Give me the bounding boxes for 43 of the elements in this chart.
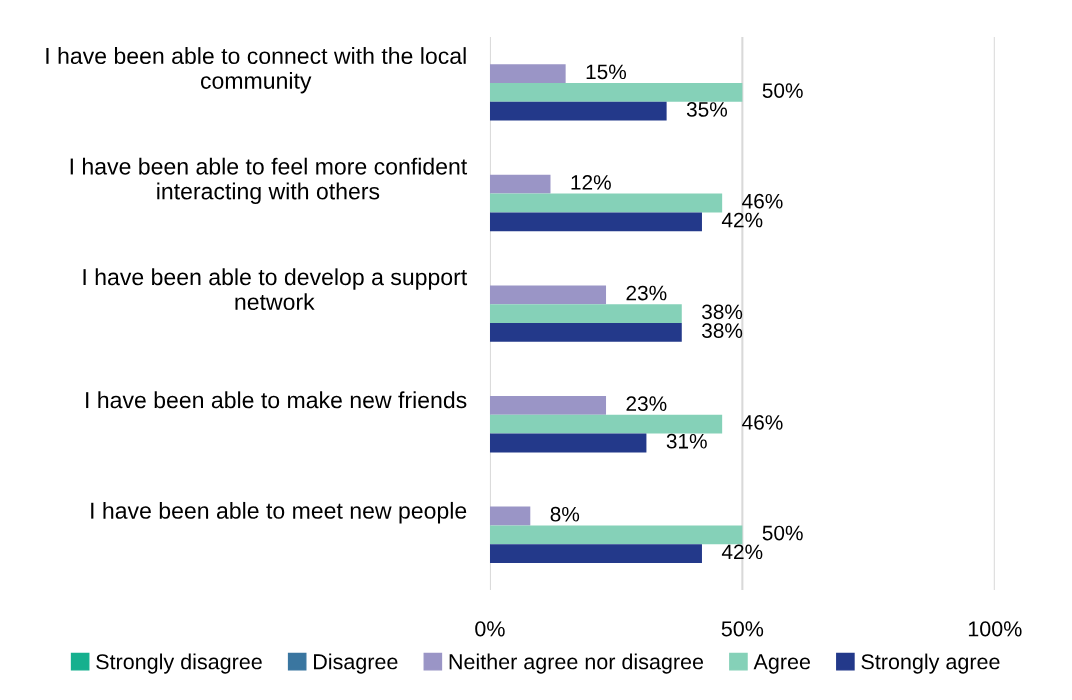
bar: [489, 101, 667, 121]
bar: [489, 506, 531, 526]
y-tick-label: I have been able to make new friends: [86, 391, 467, 409]
bar: [489, 414, 723, 434]
bar: [489, 285, 607, 305]
bar: [489, 323, 682, 342]
data-label: 50%: [762, 525, 803, 541]
legend-label: Agree: [753, 654, 810, 674]
y-tick-label: I have been able to connect with the local community: [46, 47, 466, 94]
bar: [489, 193, 723, 213]
data-label: 42%: [721, 544, 763, 560]
bar: [489, 544, 702, 563]
bar: [489, 174, 551, 194]
y-tick-label: I have been able to feel more confident interacting with others: [70, 157, 468, 205]
bar: [489, 304, 682, 323]
data-label: 38%: [702, 323, 743, 338]
x-tick-label: 0%: [475, 621, 505, 637]
data-label: 46%: [742, 193, 783, 209]
bar: [489, 212, 702, 232]
bar: [489, 64, 566, 83]
legend-label: Strongly agree: [861, 653, 1000, 674]
data-label: 12%: [571, 175, 611, 190]
bar: [489, 433, 647, 453]
legend-label: Strongly disagree: [96, 653, 262, 674]
x-tick-label: 100%: [968, 621, 1022, 637]
legend-label: Disagree: [314, 653, 398, 674]
y-tick-label: I have been able to meet new people: [91, 501, 467, 524]
legend-label: Neither agree nor disagree: [449, 653, 704, 674]
data-label: 38%: [702, 304, 743, 320]
bar: [489, 83, 743, 102]
data-label: 15%: [586, 64, 627, 80]
data-label: 31%: [666, 433, 707, 449]
bar: [489, 525, 743, 545]
data-label: 23%: [626, 285, 667, 301]
x-tick-label: 50%: [721, 621, 764, 637]
data-label: 8%: [550, 506, 580, 522]
data-label: 23%: [626, 396, 667, 411]
data-label: 42%: [721, 212, 763, 228]
y-tick-label: I have been able to develop a support network: [83, 268, 468, 311]
bar: [489, 396, 607, 415]
data-label: 50%: [762, 83, 803, 98]
data-label: 46%: [742, 415, 783, 430]
data-label: 35%: [686, 102, 728, 117]
